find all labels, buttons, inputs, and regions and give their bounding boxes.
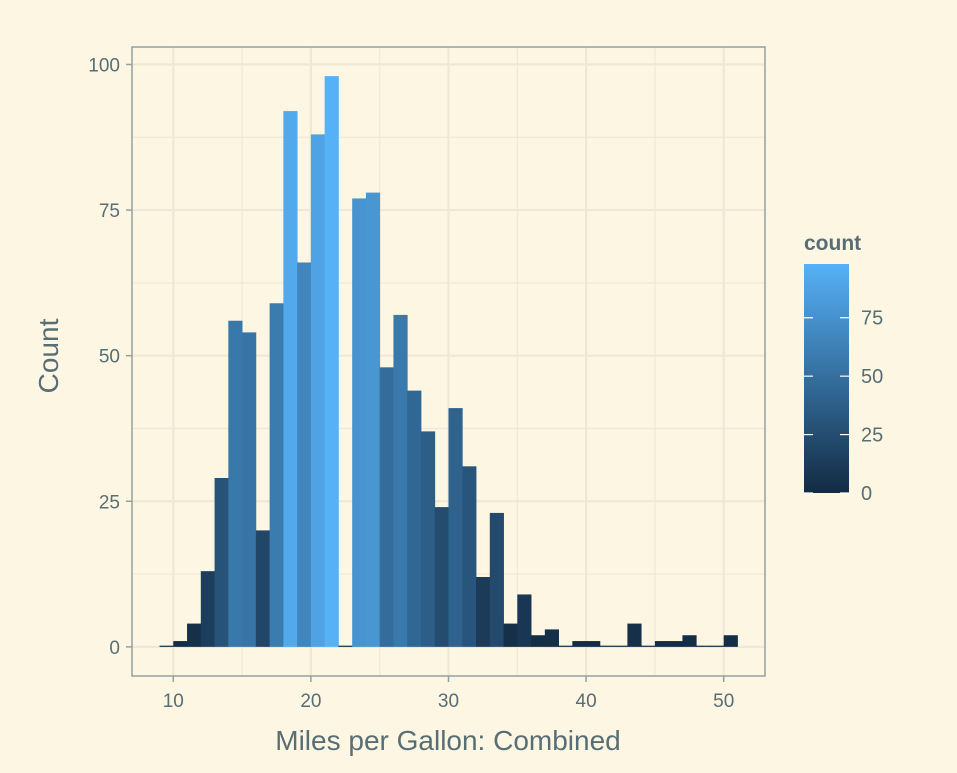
bar	[682, 635, 697, 647]
bar	[696, 645, 711, 647]
y-tick-label: 100	[88, 55, 120, 76]
x-tick-label: 40	[576, 691, 597, 712]
bar	[448, 408, 463, 647]
x-tick-label: 10	[163, 691, 184, 712]
legend-tick-label: 0	[861, 483, 872, 505]
bar	[269, 303, 284, 647]
bar	[572, 641, 587, 647]
bar	[407, 390, 422, 647]
bar	[393, 314, 408, 647]
x-axis-ticks: 10 20 30 40 50	[163, 676, 734, 712]
bar	[338, 645, 353, 647]
bar	[476, 576, 491, 647]
bar	[489, 512, 504, 647]
bar	[558, 645, 573, 647]
bar	[352, 198, 367, 647]
bar	[297, 262, 312, 647]
y-tick-label: 25	[99, 492, 120, 513]
y-tick-label: 0	[109, 638, 120, 659]
bar	[283, 111, 298, 647]
legend-tick-label: 50	[861, 366, 883, 388]
bars	[159, 76, 738, 647]
y-axis-title: Count	[33, 318, 64, 393]
legend-colorbar	[804, 264, 849, 493]
bar	[200, 571, 215, 647]
legend-tick-label: 75	[861, 308, 883, 330]
legend-ticks: 0 25 50 75	[804, 308, 883, 505]
bar	[462, 466, 477, 647]
bar	[668, 641, 683, 647]
bar	[586, 641, 601, 647]
bar	[709, 645, 725, 647]
x-tick-label: 20	[300, 691, 321, 712]
bar	[723, 635, 738, 647]
bar	[187, 623, 202, 647]
legend-title: count	[804, 232, 861, 255]
bar	[228, 320, 243, 647]
bar	[599, 645, 615, 647]
bar	[379, 367, 394, 647]
bar	[434, 507, 449, 647]
bar	[517, 594, 532, 647]
bar	[531, 635, 546, 647]
y-tick-label: 50	[99, 347, 120, 368]
bar	[420, 431, 436, 647]
bar	[641, 645, 656, 647]
y-tick-label: 75	[99, 201, 120, 222]
bar	[544, 629, 559, 647]
bar	[255, 530, 271, 647]
bar	[173, 641, 188, 647]
bar	[613, 645, 628, 647]
bar	[214, 477, 229, 647]
y-axis-ticks: 0 25 50 75 100	[88, 55, 132, 659]
x-tick-label: 30	[438, 691, 459, 712]
bar	[242, 332, 257, 647]
bar	[310, 134, 326, 647]
bar	[324, 76, 339, 647]
legend-tick-label: 25	[861, 425, 883, 447]
bar	[654, 641, 670, 647]
bar	[503, 623, 518, 647]
bar	[365, 192, 381, 647]
bar	[627, 623, 642, 647]
color-legend: count 0 25 50 75	[804, 232, 883, 505]
x-axis-title: Miles per Gallon: Combined	[275, 725, 621, 756]
bar	[159, 645, 174, 647]
x-tick-label: 50	[713, 691, 734, 712]
